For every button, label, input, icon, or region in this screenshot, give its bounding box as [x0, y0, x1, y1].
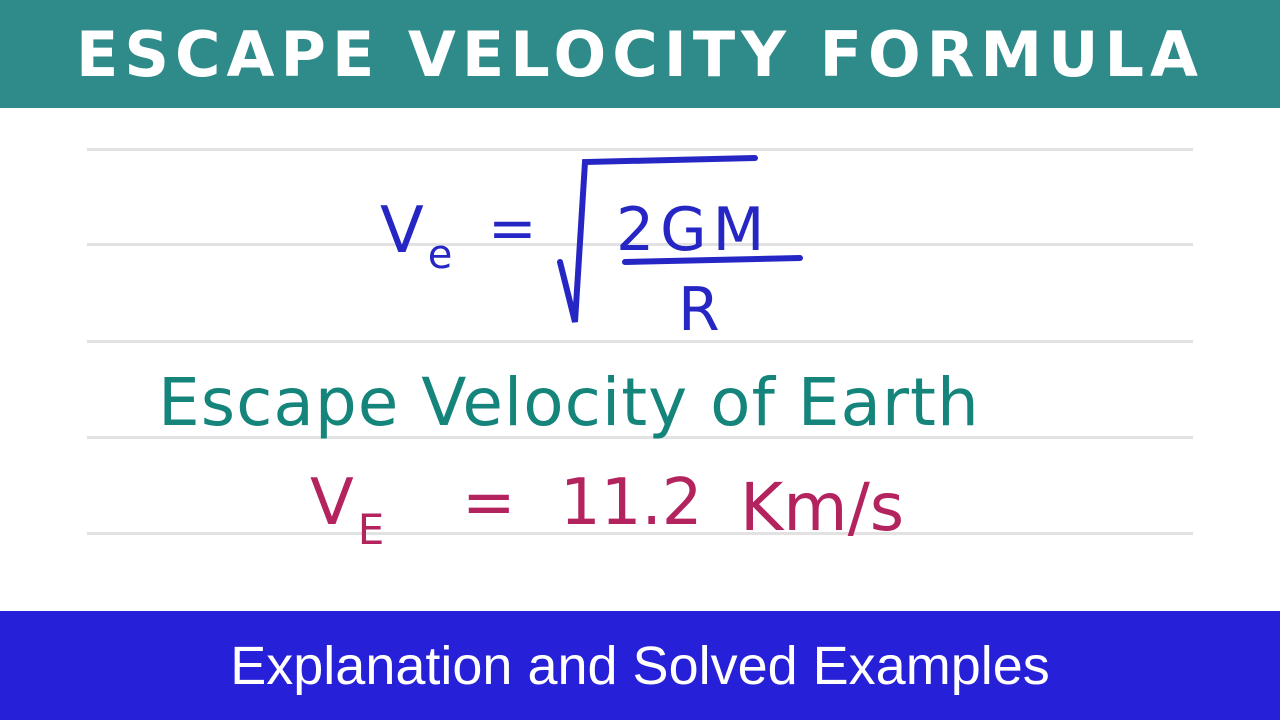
formula-equals: =	[488, 194, 537, 262]
earth-velocity-subscript: E	[358, 505, 385, 554]
earth-heading: Escape Velocity of Earth	[158, 364, 980, 441]
ruled-line	[87, 148, 1193, 151]
subtitle-banner: Explanation and Solved Examples	[0, 611, 1280, 720]
formula-lhs-subscript: e	[428, 232, 453, 278]
earth-velocity-symbol-group: VE	[310, 466, 384, 554]
square-root-sign	[557, 155, 758, 323]
formula-denominator: R	[678, 275, 720, 345]
title-banner: ESCAPE VELOCITY FORMULA	[0, 0, 1280, 108]
ruled-line	[87, 532, 1193, 535]
formula-numerator: 2GM	[616, 195, 770, 265]
formula-lhs: V	[380, 194, 424, 268]
earth-velocity-equals: =	[462, 466, 516, 540]
earth-velocity-symbol: V	[310, 466, 354, 540]
earth-velocity-value: 11.2	[560, 466, 703, 540]
earth-velocity-unit: Km/s	[740, 469, 904, 546]
subtitle: Explanation and Solved Examples	[230, 635, 1050, 696]
fraction-bar	[622, 255, 803, 265]
title: ESCAPE VELOCITY FORMULA	[76, 17, 1204, 91]
ruled-line	[87, 340, 1193, 343]
ruled-line	[87, 436, 1193, 439]
ruled-line	[87, 243, 1193, 246]
